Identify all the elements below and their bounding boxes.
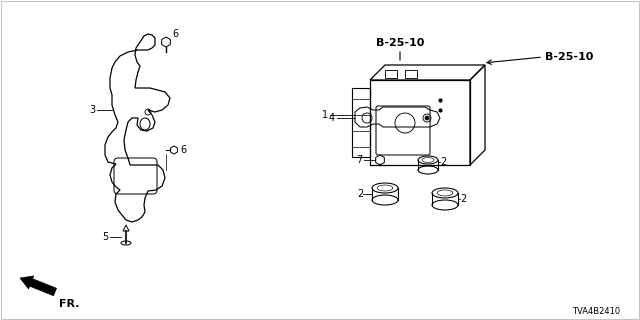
Text: B-25-10: B-25-10 (545, 52, 593, 62)
Polygon shape (29, 279, 56, 296)
Text: B-25-10: B-25-10 (376, 38, 424, 48)
Circle shape (425, 116, 429, 120)
Bar (385, 70, 397, 78)
Text: 2: 2 (356, 189, 363, 199)
Text: FR.: FR. (59, 299, 79, 309)
Text: 6: 6 (172, 29, 178, 39)
Text: 4: 4 (329, 113, 335, 123)
Text: 2: 2 (460, 194, 467, 204)
Text: 1: 1 (322, 110, 328, 120)
Polygon shape (20, 276, 34, 289)
Text: 3: 3 (89, 105, 95, 115)
Bar (405, 70, 417, 78)
Text: 5: 5 (102, 232, 108, 242)
Text: TVA4B2410: TVA4B2410 (572, 308, 620, 316)
Text: 7: 7 (356, 155, 362, 165)
Text: 2: 2 (440, 157, 446, 167)
Text: 6: 6 (180, 145, 186, 155)
